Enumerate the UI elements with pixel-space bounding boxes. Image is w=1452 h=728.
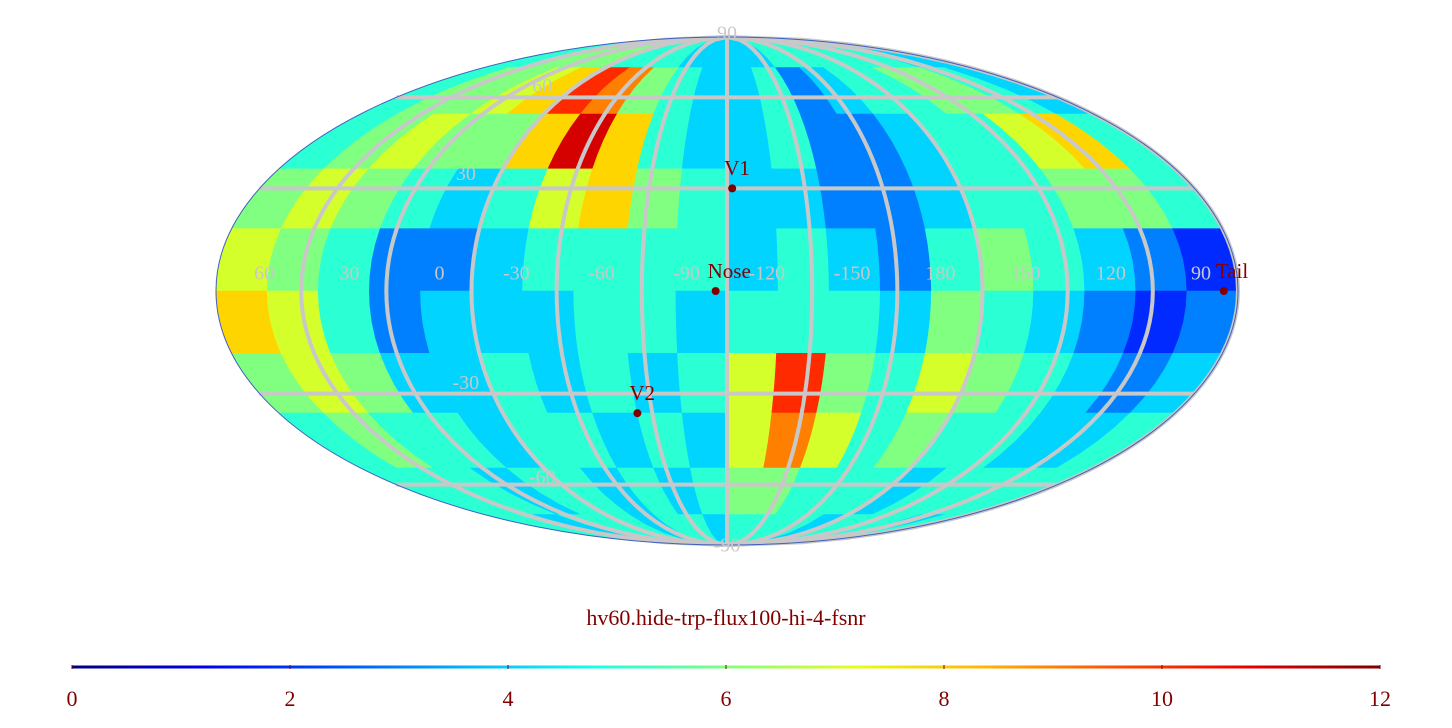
lon-tick-label: 150 — [1011, 263, 1041, 285]
marker-label: Nose — [708, 259, 751, 283]
heat-cell — [675, 290, 728, 354]
chart-title: hv60.hide-trp-flux100-hi-4-fsnr — [586, 605, 866, 630]
colorbar-tick-label: 10 — [1151, 686, 1173, 711]
colorbar: 0 2 4 6 8 10 12 — [67, 665, 1391, 711]
markers: V1 Nose Tail V2 — [629, 156, 1249, 418]
heat-cell — [677, 168, 728, 229]
lon-tick-label: -150 — [834, 263, 871, 285]
marker-label: Tail — [1216, 259, 1249, 283]
heat-cell — [522, 290, 579, 354]
lat-tick-label: 90 — [717, 23, 737, 45]
graticule — [215, 35, 1241, 547]
heat-cell — [771, 168, 827, 229]
marker — [633, 409, 642, 418]
heat-cell — [776, 290, 830, 354]
lon-tick-label: -90 — [673, 263, 700, 285]
lon-tick-label: -60 — [588, 263, 615, 285]
map-outline — [215, 36, 1239, 546]
lon-tick-label: 60 — [254, 263, 274, 285]
lon-tick-label: 120 — [1096, 263, 1126, 285]
lat-tick-label: -30 — [452, 372, 479, 394]
colorbar-tick-label: 12 — [1369, 686, 1391, 711]
heat-cell — [522, 228, 579, 292]
heat-cell — [875, 228, 932, 292]
lon-tick-label: 90 — [1191, 263, 1211, 285]
colorbar-tick-label: 6 — [721, 686, 732, 711]
lon-tick-label: 0 — [435, 263, 445, 285]
heat-cell — [677, 352, 728, 414]
lon-tick-label: 180 — [926, 263, 956, 285]
colorbar-tick-label: 4 — [503, 686, 514, 711]
lon-tick-label: -30 — [503, 263, 530, 285]
marker — [711, 287, 720, 295]
lon-tick-label: -120 — [748, 263, 785, 285]
heat-cell — [924, 290, 983, 354]
heat-cell — [1023, 290, 1086, 354]
heat-cell — [624, 228, 678, 292]
graticule-labels: 60 30 0 -30 -60 -90 -120 -150 180 150 120 90 90 60 30 -… — [254, 23, 1211, 557]
heat-cell — [471, 290, 530, 354]
heat-cell — [681, 113, 728, 170]
lat-tick-label: 60 — [532, 75, 552, 97]
heat-cell — [875, 290, 932, 354]
marker — [1219, 287, 1228, 295]
lat-tick-label: -90 — [714, 535, 741, 557]
lon-tick-label: 30 — [339, 263, 359, 285]
heat-cell — [771, 352, 827, 414]
colorbar-tick-label: 8 — [939, 686, 950, 711]
heat-cell — [825, 290, 881, 354]
lat-tick-label: -60 — [529, 466, 556, 488]
heat-cell — [726, 352, 777, 414]
heat-cell — [726, 290, 779, 354]
marker — [728, 184, 737, 193]
heat-cell — [681, 412, 728, 469]
colorbar-tick-label: 0 — [67, 686, 78, 711]
colorbar-tick-label: 2 — [285, 686, 296, 711]
heat-cell — [627, 168, 683, 229]
marker-label: V2 — [629, 381, 655, 405]
marker-label: V1 — [724, 156, 750, 180]
heat-cell — [573, 290, 629, 354]
heat-cell — [624, 290, 678, 354]
lat-tick-label: 30 — [456, 163, 476, 185]
